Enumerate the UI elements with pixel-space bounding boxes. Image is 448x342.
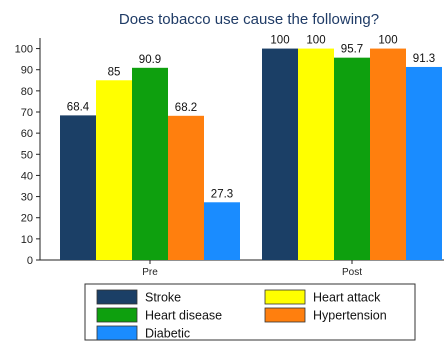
bar-hypertension-pre	[168, 115, 204, 260]
y-tick-label: 50	[21, 149, 33, 161]
legend-label: Diabetic	[145, 327, 190, 341]
bar-stroke-post	[262, 48, 298, 261]
x-category-label: Post	[342, 267, 362, 278]
bar-value-label: 90.9	[139, 54, 161, 66]
bar-value-label: 91.3	[413, 53, 435, 65]
bar-heart-disease-pre	[132, 67, 168, 260]
bar-value-label: 100	[270, 35, 289, 47]
y-tick-label: 70	[21, 107, 33, 119]
y-tick-label: 30	[21, 192, 33, 204]
bar-heart-attack-pre	[96, 80, 132, 261]
legend-label: Hypertension	[313, 309, 387, 323]
bar-diabetic-post	[406, 66, 442, 260]
bars	[60, 48, 442, 261]
x-axis: Pre Post	[40, 259, 444, 278]
legend-swatch	[96, 289, 138, 305]
y-axis: 0 10 20 30 40 50 60 70 80 90 100	[15, 38, 41, 267]
bar-diabetic-pre	[204, 202, 240, 260]
legend-swatch	[264, 307, 306, 323]
legend-swatch	[264, 289, 306, 305]
x-category-label: Pre	[142, 267, 158, 278]
bar-heart-disease-post	[334, 57, 370, 260]
y-tick-label: 60	[21, 128, 33, 140]
y-tick-label: 10	[21, 234, 33, 246]
bar-value-labels: 68.4 85 90.9 68.2 27.3 100 100 95.7 100 91.3	[67, 35, 435, 201]
bar-value-label: 95.7	[341, 44, 363, 56]
bar-value-label: 100	[378, 35, 397, 47]
y-tick-label: 90	[21, 65, 33, 77]
y-tick-label: 20	[21, 213, 33, 225]
legend-swatch	[96, 307, 138, 323]
legend: Stroke Heart attack Heart disease Hypertens…	[84, 283, 416, 341]
bar-value-label: 68.4	[67, 101, 90, 113]
legend-label: Heart disease	[145, 309, 222, 323]
y-tick-label: 100	[15, 44, 33, 56]
bar-value-label: 85	[108, 66, 121, 78]
bar-stroke-pre	[60, 115, 96, 260]
legend-label: Stroke	[145, 291, 181, 305]
bar-value-label: 68.2	[175, 102, 197, 114]
legend-label: Heart attack	[313, 291, 381, 305]
chart-title: Does tobacco use cause the following?	[119, 11, 379, 28]
y-tick-label: 0	[27, 255, 33, 267]
y-tick-label: 40	[21, 170, 33, 182]
bar-value-label: 27.3	[211, 188, 233, 200]
legend-swatch	[96, 325, 138, 341]
y-tick-label: 80	[21, 86, 33, 98]
bar-hypertension-post	[370, 48, 406, 261]
bar-value-label: 100	[306, 35, 325, 47]
bar-heart-attack-post	[298, 48, 334, 261]
legend-box	[84, 283, 416, 341]
